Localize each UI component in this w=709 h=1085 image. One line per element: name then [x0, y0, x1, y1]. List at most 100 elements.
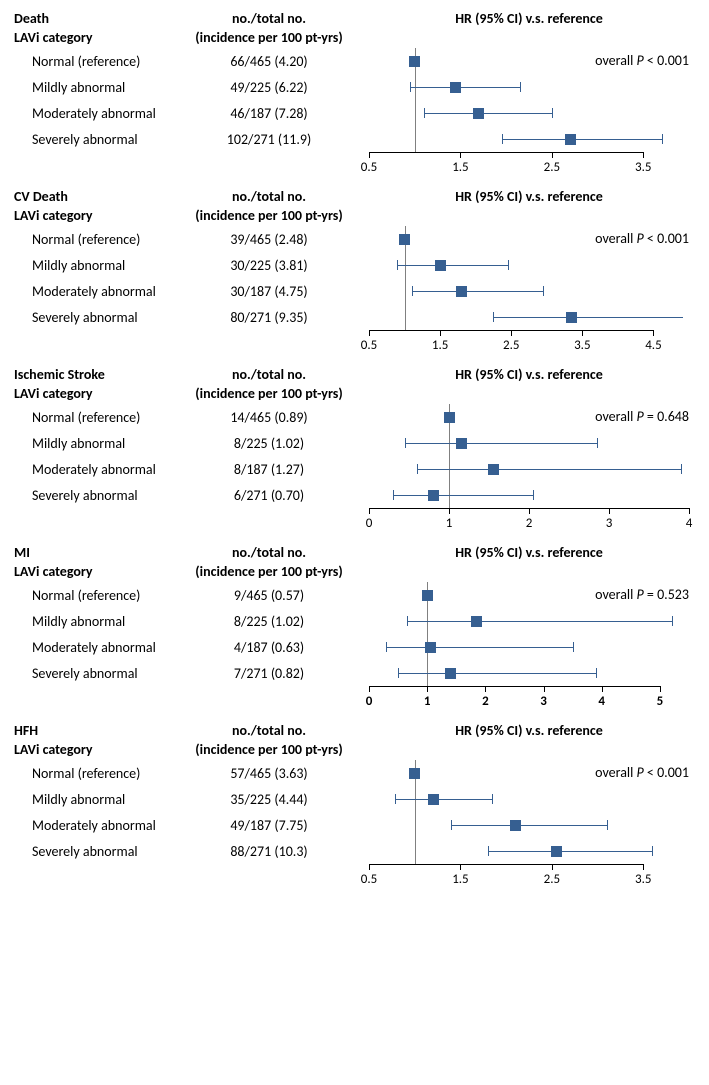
row-incidence: 9/465 (0.57) — [179, 587, 359, 604]
subheader-incidence: (incidence per 100 pt-yrs) — [179, 29, 359, 46]
axis-tick — [369, 152, 370, 158]
panel-header: HFHno./total no.HR (95% CI) v.s. referen… — [14, 722, 695, 760]
row-incidence: 46/187 (7.28) — [179, 105, 359, 122]
row-category: Mildly abnormal — [32, 791, 125, 808]
panel-body: overall P < 0.001Normal (reference)57/46… — [14, 760, 695, 864]
x-axis: 012345 — [14, 686, 695, 714]
axis-tick — [485, 686, 486, 692]
subheader-incidence: (incidence per 100 pt-yrs) — [179, 385, 359, 402]
forest-panel: Deathno./total no.HR (95% CI) v.s. refer… — [14, 10, 695, 180]
forest-row: Mildly abnormal30/225 (3.81) — [14, 252, 695, 278]
axis-tick — [643, 864, 644, 870]
axis-tick — [427, 686, 428, 692]
axis-tick — [653, 330, 654, 336]
axis-tick — [544, 686, 545, 692]
row-incidence: 7/271 (0.82) — [179, 665, 359, 682]
row-category: Severely abnormal — [32, 309, 138, 326]
row-incidence: 8/225 (1.02) — [179, 613, 359, 630]
panel-header: Ischemic Strokeno./total no.HR (95% CI) … — [14, 366, 695, 404]
axis-line — [369, 864, 643, 865]
axis-tick-label: 1 — [446, 516, 453, 531]
axis-tick — [552, 864, 553, 870]
row-category: Normal (reference) — [32, 231, 140, 248]
forest-row: Severely abnormal7/271 (0.82) — [14, 660, 695, 686]
row-incidence: 80/271 (9.35) — [179, 309, 359, 326]
axis-tick — [529, 508, 530, 514]
row-category: Severely abnormal — [32, 487, 138, 504]
forest-panel: Ischemic Strokeno./total no.HR (95% CI) … — [14, 366, 695, 536]
axis-tick — [369, 330, 370, 336]
forest-row: Mildly abnormal8/225 (1.02) — [14, 430, 695, 456]
axis-tick-label: 0.5 — [361, 872, 377, 887]
column-header-hr: HR (95% CI) v.s. reference — [369, 544, 689, 561]
axis-tick-label: 2 — [482, 694, 489, 709]
row-incidence: 88/271 (10.3) — [179, 843, 359, 860]
subheader-category: LAVi category — [14, 29, 93, 46]
subheader-category: LAVi category — [14, 207, 93, 224]
row-category: Mildly abnormal — [32, 79, 125, 96]
axis-tick — [602, 686, 603, 692]
forest-row: Moderately abnormal 8/187 (1.27) — [14, 456, 695, 482]
forest-row: Moderately abnormal49/187 (7.75) — [14, 812, 695, 838]
forest-row: Mildly abnormal49/225 (6.22) — [14, 74, 695, 100]
subheader-category: LAVi category — [14, 563, 93, 580]
axis-tick — [609, 508, 610, 514]
row-category: Severely abnormal — [32, 843, 138, 860]
panel-body: overall P = 0.523Normal (reference)9/465… — [14, 582, 695, 686]
axis-tick-label: 0.5 — [361, 160, 377, 175]
axis-tick-label: 1.5 — [432, 338, 448, 353]
forest-row: Normal (reference)14/465 (0.89) — [14, 404, 695, 430]
row-incidence: 8/225 (1.02) — [179, 435, 359, 452]
axis-tick-label: 2.5 — [503, 338, 519, 353]
axis-line — [369, 686, 660, 687]
row-incidence: 57/465 (3.63) — [179, 765, 359, 782]
axis-tick-label: 3.5 — [635, 160, 651, 175]
axis-tick-label: 3.5 — [635, 872, 651, 887]
forest-row: Normal (reference)57/465 (3.63) — [14, 760, 695, 786]
row-incidence: 4/187 (0.63) — [179, 639, 359, 656]
forest-row: Severely abnormal102/271 (11.9) — [14, 126, 695, 152]
panel-header: Deathno./total no.HR (95% CI) v.s. refer… — [14, 10, 695, 48]
axis-tick — [511, 330, 512, 336]
row-incidence: 30/187 (4.75) — [179, 283, 359, 300]
row-incidence: 102/271 (11.9) — [179, 131, 359, 148]
panel-title: Ischemic Stroke — [14, 366, 105, 383]
column-header-incidence: no./total no. — [179, 188, 359, 205]
panel-body: overall P = 0.648Normal (reference)14/46… — [14, 404, 695, 508]
axis-tick-label: 1 — [424, 694, 431, 709]
forest-panel: MIno./total no.HR (95% CI) v.s. referenc… — [14, 544, 695, 714]
axis-tick-label: 0 — [366, 694, 373, 709]
axis-tick-label: 5 — [657, 694, 664, 709]
axis-tick-label: 2.5 — [544, 160, 560, 175]
axis-tick — [660, 686, 661, 692]
row-category: Normal (reference) — [32, 409, 140, 426]
axis-tick-label: 2 — [526, 516, 533, 531]
subheader-incidence: (incidence per 100 pt-yrs) — [179, 563, 359, 580]
row-category: Moderately abnormal — [32, 461, 156, 478]
x-axis: 01234 — [14, 508, 695, 536]
forest-plot-figure: Deathno./total no.HR (95% CI) v.s. refer… — [14, 10, 695, 892]
row-category: Moderately abnormal — [32, 817, 156, 834]
panel-title: MI — [14, 544, 30, 561]
panel-header: CV Deathno./total no.HR (95% CI) v.s. re… — [14, 188, 695, 226]
axis-tick — [643, 152, 644, 158]
forest-panel: HFHno./total no.HR (95% CI) v.s. referen… — [14, 722, 695, 892]
panel-body: overall P < 0.001Normal (reference)39/46… — [14, 226, 695, 330]
panel-title: CV Death — [14, 188, 68, 205]
axis-tick-label: 4 — [686, 516, 693, 531]
column-header-hr: HR (95% CI) v.s. reference — [369, 366, 689, 383]
axis-tick — [582, 330, 583, 336]
forest-row: Moderately abnormal 4/187 (0.63) — [14, 634, 695, 660]
column-header-hr: HR (95% CI) v.s. reference — [369, 722, 689, 739]
row-category: Moderately abnormal — [32, 639, 156, 656]
row-incidence: 8/187 (1.27) — [179, 461, 359, 478]
axis-tick-label: 3 — [606, 516, 613, 531]
forest-row: Normal (reference)39/465 (2.48) — [14, 226, 695, 252]
row-category: Normal (reference) — [32, 53, 140, 70]
axis-tick — [552, 152, 553, 158]
axis-tick-label: 1.5 — [452, 160, 468, 175]
row-category: Mildly abnormal — [32, 257, 125, 274]
row-incidence: 6/271 (0.70) — [179, 487, 359, 504]
column-header-hr: HR (95% CI) v.s. reference — [369, 10, 689, 27]
subheader-category: LAVi category — [14, 741, 93, 758]
